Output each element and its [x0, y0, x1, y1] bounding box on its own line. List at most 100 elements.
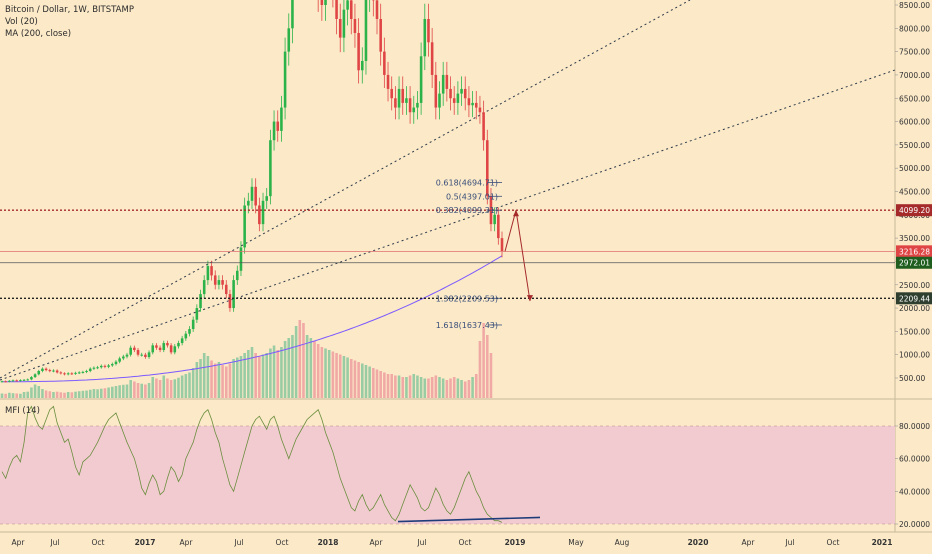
- candle-body: [424, 19, 427, 56]
- candle-body: [254, 187, 257, 206]
- candle-body: [63, 373, 66, 374]
- volume-bar: [295, 326, 298, 398]
- time-tick-label: Oct: [459, 538, 472, 547]
- volume-bar: [118, 385, 121, 398]
- time-tick-label: 2018: [318, 538, 339, 547]
- candle-body: [93, 368, 96, 369]
- candle-body: [365, 0, 368, 61]
- volume-bar: [155, 379, 158, 399]
- volume-bar: [140, 384, 143, 398]
- candle-body: [218, 280, 221, 285]
- volume-bar: [490, 353, 493, 398]
- candle-body: [453, 98, 456, 103]
- candle-body: [30, 377, 33, 379]
- mfi-tick-label: 80.0000: [899, 422, 930, 431]
- price-tag-label: 2972.01: [899, 259, 930, 268]
- candle-body: [19, 380, 22, 381]
- volume-bar: [438, 377, 441, 398]
- candle-body: [188, 329, 191, 334]
- volume-bar: [203, 353, 206, 398]
- candle-body: [4, 381, 7, 382]
- candle-body: [60, 372, 63, 373]
- volume-bar: [357, 362, 360, 398]
- volume-bar: [471, 377, 474, 398]
- volume-bar: [394, 376, 397, 399]
- mfi-band: [0, 426, 895, 524]
- time-tick-label: Jul: [233, 538, 243, 547]
- candle-body: [438, 94, 441, 108]
- volume-bar: [15, 394, 18, 399]
- volume-bar: [310, 338, 313, 398]
- candle-body: [148, 352, 151, 357]
- volume-bar: [398, 376, 401, 399]
- mfi-tick-label: 40.0000: [899, 487, 930, 496]
- volume-bar: [144, 385, 147, 399]
- fib-label: 1.618(1637.43): [436, 321, 498, 330]
- candle-body: [140, 355, 143, 356]
- candle-body: [335, 0, 338, 19]
- price-tick-label: 3500.00: [899, 234, 930, 243]
- price-tick-label: 1000.00: [899, 351, 930, 360]
- volume-bar: [468, 380, 471, 398]
- candle-body: [118, 358, 121, 361]
- volume-bar: [107, 388, 110, 399]
- candle-body: [49, 370, 52, 371]
- candle-body: [431, 42, 434, 75]
- candle-body: [493, 215, 496, 224]
- volume-bar: [350, 359, 353, 398]
- volume-bar: [100, 389, 103, 398]
- candle-body: [243, 205, 246, 247]
- fib-label: 0.5(4397.01): [446, 192, 498, 201]
- volume-bar: [137, 383, 140, 398]
- price-tick-label: 8000.00: [899, 24, 930, 33]
- volume-bar: [387, 374, 390, 398]
- volume-bar: [321, 347, 324, 398]
- price-tick-label: 8500.00: [899, 1, 930, 10]
- fib-label: 0.618(4694.71): [436, 178, 498, 187]
- volume-bar: [313, 341, 316, 398]
- volume-bar: [34, 385, 37, 399]
- candle-body: [346, 0, 349, 9]
- volume-bar: [12, 393, 15, 398]
- volume-bar: [265, 353, 268, 398]
- volume-bar: [449, 379, 452, 399]
- volume-bar: [405, 377, 408, 398]
- candle-body: [85, 371, 88, 372]
- time-tick-label: 2020: [688, 538, 709, 547]
- candle-body: [387, 75, 390, 89]
- candle-body: [159, 348, 162, 350]
- candle-body: [37, 371, 40, 374]
- candle-body: [41, 369, 44, 371]
- candle-body: [199, 294, 202, 308]
- volume-bar: [85, 391, 88, 399]
- volume-bar: [431, 377, 434, 398]
- time-tick-label: Oct: [827, 538, 840, 547]
- volume-bar: [457, 379, 460, 399]
- candle-body: [280, 108, 283, 131]
- volume-bar: [460, 380, 463, 398]
- candle-body: [196, 308, 199, 320]
- volume-bar: [104, 388, 107, 398]
- volume-bar: [416, 376, 419, 399]
- volume-bar: [236, 358, 239, 399]
- candle-body: [96, 367, 99, 368]
- price-tick-label: 5000.00: [899, 164, 930, 173]
- volume-bar: [192, 368, 195, 398]
- volume-bar: [52, 392, 55, 398]
- volume-bar: [122, 385, 125, 398]
- candle-body: [350, 0, 353, 19]
- volume-bar: [225, 367, 228, 399]
- volume-bar: [221, 365, 224, 398]
- volume-bar: [129, 380, 132, 398]
- volume-bar: [45, 391, 48, 399]
- volume-bar: [262, 355, 265, 399]
- candle-body: [52, 371, 55, 372]
- volume-bar: [302, 323, 305, 398]
- volume-bar: [424, 379, 427, 399]
- volume-bar: [372, 368, 375, 398]
- candle-body: [284, 52, 287, 108]
- volume-bar: [60, 392, 63, 398]
- candle-body: [501, 238, 504, 251]
